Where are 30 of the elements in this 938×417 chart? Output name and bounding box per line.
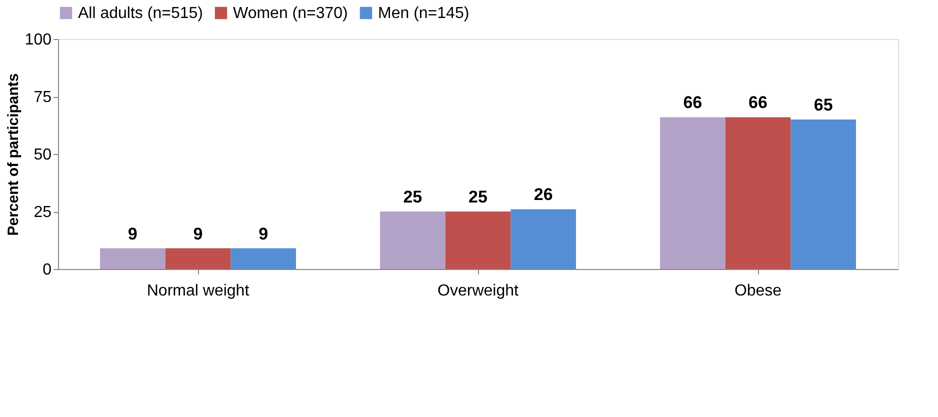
data-label: 66 <box>683 93 702 112</box>
y-axis-title: Percent of participants <box>4 73 22 236</box>
legend-label: Women (n=370) <box>233 5 348 22</box>
data-label: 25 <box>403 188 422 206</box>
legend-label: All adults (n=515) <box>78 5 203 22</box>
y-tick-label: 25 <box>34 204 52 221</box>
data-label: 9 <box>193 224 203 244</box>
bar <box>790 120 856 269</box>
y-tick-label: 75 <box>34 89 52 106</box>
x-tick-label: Obese <box>734 282 782 300</box>
y-tick-label: 0 <box>42 262 52 278</box>
bar <box>445 212 511 269</box>
bar <box>230 248 296 269</box>
bar <box>380 212 446 269</box>
x-tick-label: Normal weight <box>146 282 250 300</box>
x-tick-label: Overweight <box>438 282 520 300</box>
data-label: 65 <box>814 96 833 114</box>
y-tick-label: 100 <box>24 32 52 48</box>
bar <box>165 248 231 269</box>
data-label: 66 <box>748 93 768 112</box>
bar <box>725 117 791 269</box>
data-label: 26 <box>534 185 553 204</box>
data-label: 9 <box>258 224 268 244</box>
bar <box>660 117 726 269</box>
bar <box>100 248 166 269</box>
legend-label: Men (n=145) <box>378 5 470 22</box>
data-label: 9 <box>128 224 138 244</box>
y-tick-label: 50 <box>34 146 52 164</box>
data-label: 25 <box>468 188 488 206</box>
bar <box>510 209 576 269</box>
